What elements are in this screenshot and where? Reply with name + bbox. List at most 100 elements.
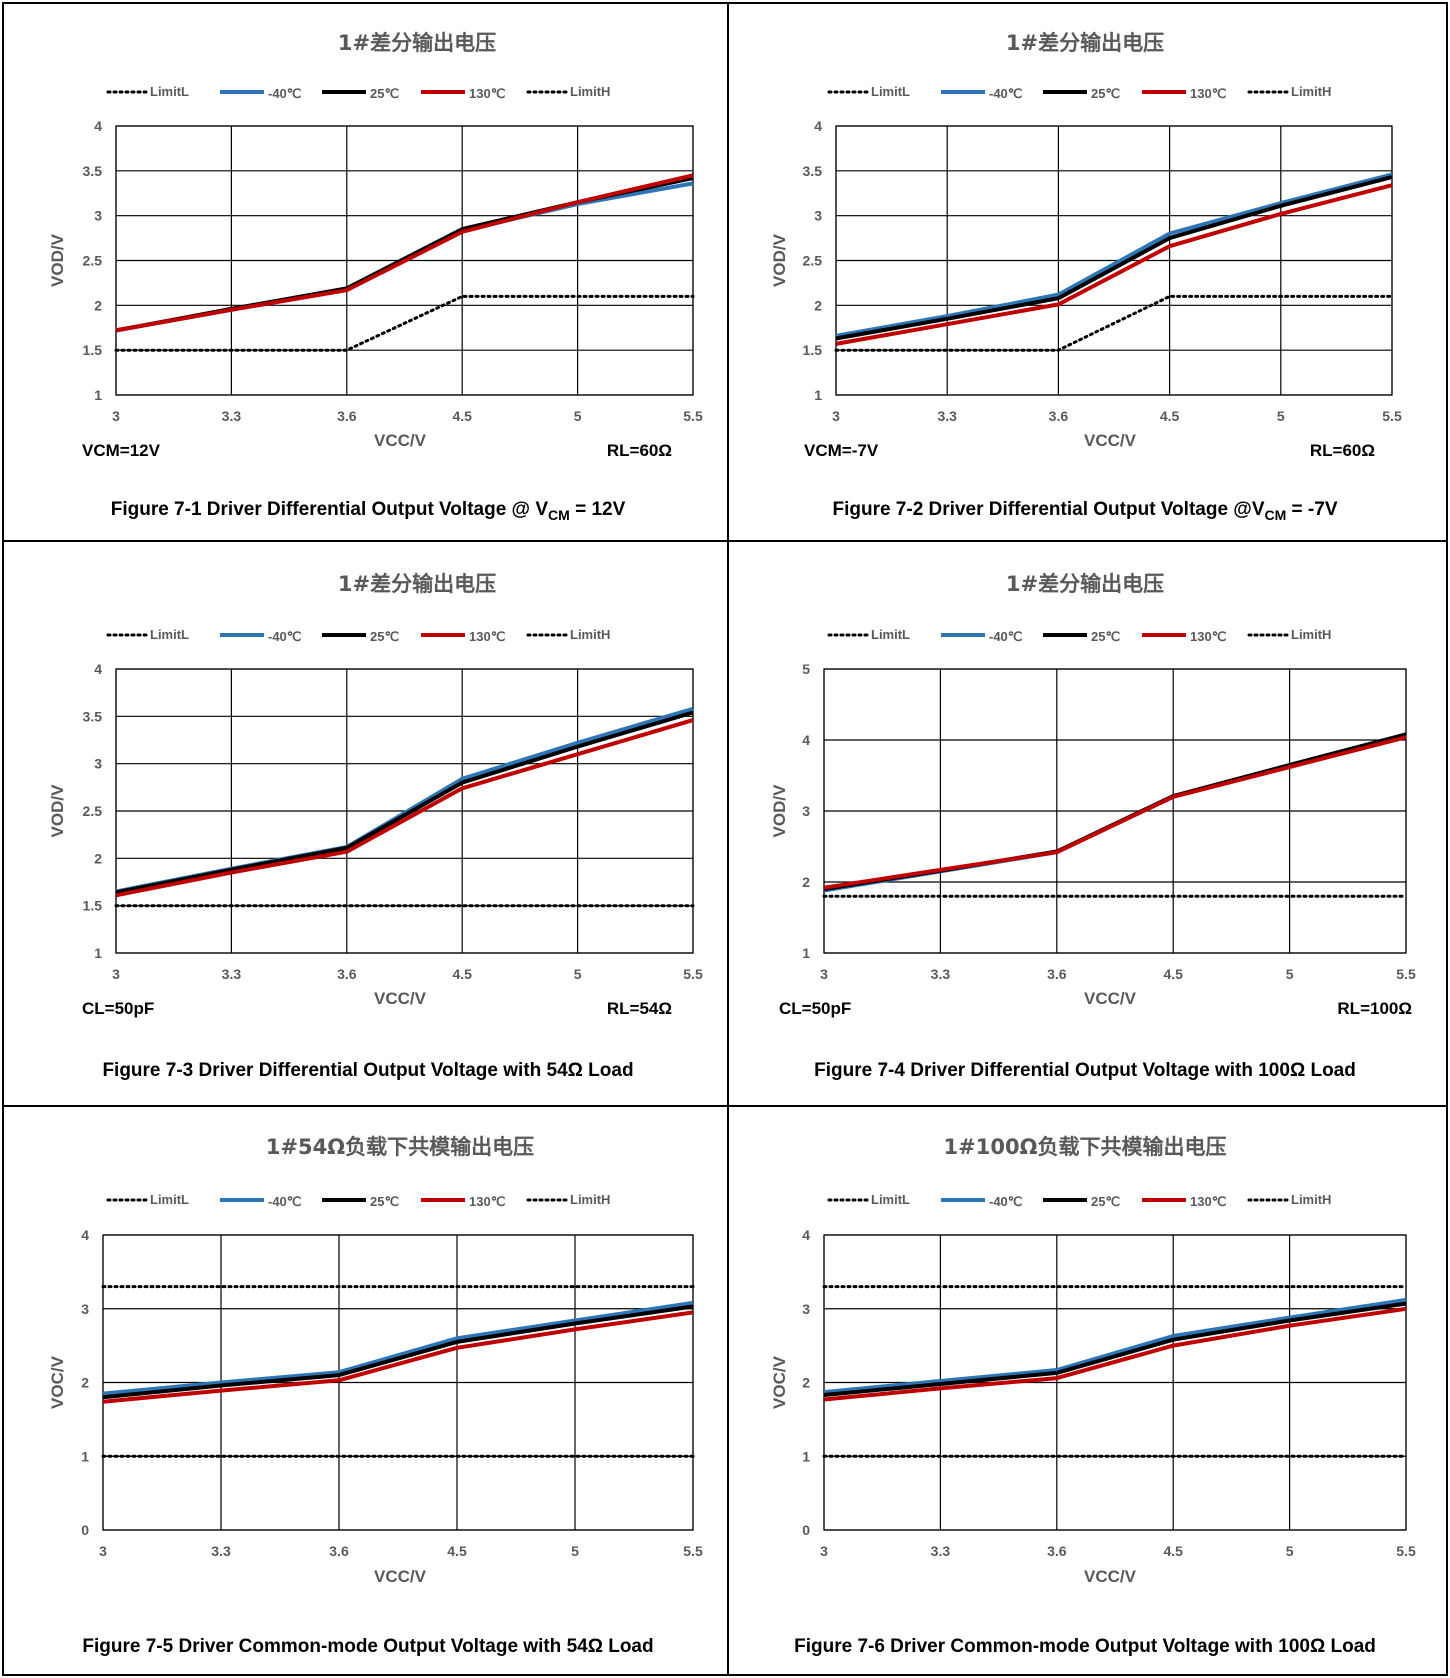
x-tick-label: 3.6 (1047, 1543, 1067, 1559)
series-line-plus25 (835, 175, 1393, 341)
figure-cell (727, 1105, 1448, 1676)
y-tick-label: 3.5 (83, 163, 103, 179)
x-tick-label: 4.5 (1163, 966, 1183, 982)
y-axis-label: VOC/V (48, 1355, 67, 1409)
chart-title: 1#差分输出电压 (1006, 572, 1164, 596)
x-tick-label: 5 (1277, 408, 1285, 424)
legend-label-plus130: 130℃ (1190, 1194, 1226, 1209)
y-tick-label: 2 (802, 874, 810, 890)
chart-title: 1#差分输出电压 (338, 572, 496, 596)
y-tick-label: 4 (802, 1227, 810, 1243)
series-line-minus40 (835, 172, 1393, 338)
chart-panel-1: 1#差分输出电压 LimitL -40℃ 25℃ 130℃ LimitH 1 1.5 2 2.5 3… (48, 31, 703, 523)
legend-label-plus25: 25℃ (370, 629, 399, 644)
legend-label-limit-high: LimitH (1291, 84, 1331, 99)
x-tick-label: 5 (571, 1543, 579, 1559)
legend-label-minus40: -40℃ (989, 86, 1022, 101)
chart-title: 1#差分输出电压 (1006, 31, 1164, 55)
y-axis-label: VOD/V (770, 233, 789, 287)
condition-note-left: CL=50pF (82, 999, 154, 1018)
series-line-limit-low (114, 294, 695, 352)
x-tick-label: 3 (820, 1543, 828, 1559)
legend-label-minus40: -40℃ (989, 1194, 1022, 1209)
x-tick-label: 3.3 (211, 1543, 231, 1559)
x-tick-label: 5.5 (1396, 1543, 1416, 1559)
y-tick-label: 3 (814, 208, 822, 224)
figure-caption: Figure 7-2 Driver Differential Output Vo… (832, 499, 1337, 523)
condition-note-right: RL=60Ω (607, 441, 672, 460)
series-line-plus130 (823, 735, 1407, 890)
chart-title: 1#差分输出电压 (338, 31, 496, 55)
y-tick-label: 2 (802, 1375, 810, 1391)
condition-note-left: VCM=-7V (804, 441, 879, 460)
legend-label-limit-high: LimitH (570, 1192, 610, 1207)
x-axis-label: VCC/V (1084, 989, 1137, 1008)
x-tick-label: 4.5 (452, 408, 472, 424)
condition-note-right: RL=100Ω (1337, 999, 1412, 1018)
series-line-plus130 (115, 718, 694, 898)
x-tick-label: 3.6 (337, 966, 357, 982)
series-line-limit-low (834, 294, 1394, 352)
y-tick-label: 3 (94, 756, 102, 772)
y-tick-label: 2.5 (83, 253, 103, 269)
plot-area (823, 668, 1407, 954)
chart-panel-3: 1#差分输出电压 LimitL -40℃ 25℃ 130℃ LimitH 1 1.5 2 2.5 3… (48, 572, 703, 1081)
y-tick-label: 1 (81, 1448, 89, 1464)
y-tick-label: 4 (94, 118, 102, 134)
x-tick-label: 3.6 (337, 408, 357, 424)
x-tick-label: 5 (1286, 1543, 1294, 1559)
y-tick-label: 3.5 (803, 163, 823, 179)
chart-title: 1#54Ω负载下共模输出电压 (266, 1135, 534, 1159)
legend-label-limit-low: LimitL (871, 1192, 910, 1207)
series-line-plus25 (115, 710, 694, 895)
legend-label-limit-low: LimitL (871, 627, 910, 642)
figure-cell (2, 2, 729, 542)
x-tick-label: 3.3 (931, 966, 951, 982)
y-tick-label: 1 (94, 945, 102, 961)
figure-caption: Figure 7-4 Driver Differential Output Vo… (814, 1060, 1356, 1081)
y-tick-label: 2 (94, 297, 102, 313)
y-tick-label: 1 (802, 945, 810, 961)
y-tick-label: 3 (81, 1301, 89, 1317)
x-axis-label: VCC/V (374, 989, 427, 1008)
legend-label-plus25: 25℃ (370, 1194, 399, 1209)
plot-area (102, 1234, 694, 1531)
x-tick-label: 3.6 (1049, 408, 1069, 424)
x-tick-label: 5.5 (683, 408, 703, 424)
series-line-plus130 (115, 173, 694, 333)
plot-area (115, 668, 694, 954)
y-axis-label: VOD/V (48, 784, 67, 838)
plot-area (115, 125, 694, 396)
legend-label-plus130: 130℃ (1190, 86, 1226, 101)
y-tick-label: 3.5 (83, 708, 103, 724)
chart-title: 1#100Ω负载下共模输出电压 (944, 1135, 1227, 1159)
legend-label-minus40: -40℃ (989, 629, 1022, 644)
y-tick-label: 3 (94, 208, 102, 224)
legend-label-minus40: -40℃ (268, 86, 301, 101)
figure-cell (2, 1105, 729, 1676)
plot-area (823, 1234, 1407, 1531)
x-tick-label: 5.5 (683, 1543, 703, 1559)
figure-cell (727, 540, 1448, 1107)
x-tick-label: 3 (820, 966, 828, 982)
y-tick-label: 2 (81, 1375, 89, 1391)
x-tick-label: 3 (832, 408, 840, 424)
y-tick-label: 2 (94, 850, 102, 866)
y-tick-label: 3 (802, 803, 810, 819)
y-tick-label: 1.5 (803, 342, 823, 358)
legend-label-limit-low: LimitL (871, 84, 910, 99)
figure-caption: Figure 7-6 Driver Common-mode Output Vol… (794, 1636, 1376, 1657)
x-tick-label: 4.5 (1163, 1543, 1183, 1559)
y-tick-label: 1.5 (83, 342, 103, 358)
legend-label-plus25: 25℃ (1091, 629, 1120, 644)
y-tick-label: 1 (814, 387, 822, 403)
x-tick-label: 3 (99, 1543, 107, 1559)
plot-area (835, 125, 1393, 396)
y-tick-label: 1.5 (83, 898, 103, 914)
x-tick-label: 5 (574, 966, 582, 982)
x-tick-label: 3.3 (931, 1543, 951, 1559)
x-tick-label: 3 (112, 408, 120, 424)
legend-label-limit-low: LimitL (150, 84, 189, 99)
y-tick-label: 2.5 (803, 253, 823, 269)
series-line-plus25 (823, 1301, 1407, 1397)
